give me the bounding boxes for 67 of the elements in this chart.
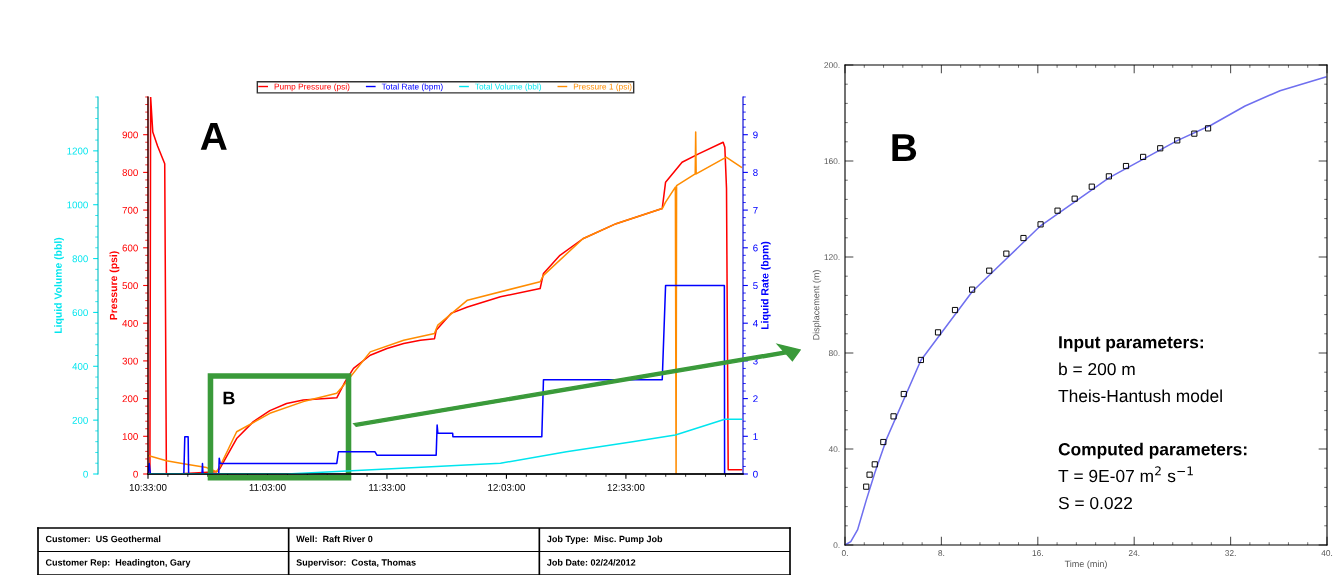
y2-tick-label: 0: [753, 470, 758, 478]
x-tick-label: 10:33:00: [129, 483, 167, 491]
y-tick-label: 80.: [828, 350, 840, 357]
y-tick-label: 40.: [828, 446, 840, 453]
y-tick-label: 200: [122, 395, 138, 403]
legend-label: Pressure 1 (psi): [573, 83, 632, 92]
y-tick-label: 300: [122, 357, 138, 365]
legend-label: Pump Pressure (psi): [274, 83, 350, 92]
annotation: S = 0.022: [1058, 496, 1132, 510]
y-tick-label: 0: [133, 470, 138, 478]
legend-label: Total Volume (bbl): [475, 83, 542, 92]
text: Supervisor: Costa, Thomas: [296, 559, 416, 568]
x-tick-label: 24.: [1128, 550, 1140, 556]
text: Customer Rep: Headington, Gary: [45, 559, 191, 568]
y-tick-label: 400: [122, 319, 138, 327]
y-axis-title: Pressure (psi): [109, 251, 120, 320]
legend-label: Total Rate (bpm): [381, 83, 443, 92]
x-tick-label: 32.: [1225, 550, 1236, 556]
annotation: Input parameters:: [1059, 336, 1204, 352]
x-tick-label: 0.: [841, 550, 848, 556]
y-tick-label: 800: [122, 169, 138, 177]
text: Well: Raft River 0: [296, 535, 373, 543]
x-tick-label: 8.: [938, 550, 945, 556]
y-tick-label: 160.: [824, 158, 840, 165]
annotation: Theis-Hantush model: [1058, 389, 1222, 403]
text: Job Type: Misc. Pump Job: [546, 535, 663, 544]
annotation: B: [892, 134, 917, 161]
y2-tick-label: 9: [753, 131, 758, 139]
y2-tick-label: 7: [753, 206, 758, 214]
y2-axis-title: Liquid Rate (bpm): [760, 241, 771, 330]
y2-tick-label: 2: [753, 395, 758, 403]
y-tick-label: 0.: [833, 542, 840, 549]
text: Customer: US Geothermal: [45, 535, 161, 543]
y3-axis-title: Liquid Volume (bbl): [54, 237, 64, 334]
y-tick-label: 500: [122, 282, 138, 290]
y3-tick-label: 600: [72, 309, 88, 317]
x-axis-title: Time (min): [1064, 560, 1107, 569]
y2-tick-label: 5: [753, 282, 758, 290]
x-tick-label: 11:03:00: [249, 483, 286, 491]
y-tick-label: 600: [122, 244, 138, 252]
y3-tick-label: 0: [83, 470, 88, 478]
x-tick-label: 16.: [1032, 550, 1043, 556]
y3-tick-label: 1200: [67, 147, 88, 155]
y3-tick-label: 400: [72, 363, 88, 370]
x-tick-label: 12:03:00: [488, 483, 525, 491]
y2-tick-label: 6: [753, 244, 758, 252]
y3-tick-label: 200: [72, 416, 88, 424]
annotation: T = 9E-07 m$^{2}$ s$^{−1}$: [1058, 466, 1193, 483]
y-tick-label: 120.: [824, 254, 840, 261]
x-tick-label: 40.: [1321, 550, 1333, 556]
annotation: b = 200 m: [1059, 362, 1135, 376]
y-tick-label: 100: [122, 433, 138, 440]
y-tick-label: 700: [122, 206, 138, 214]
annotation: A: [200, 123, 227, 150]
annotation: Computed parameters:: [1058, 442, 1247, 459]
x-tick-label: 11:33:00: [369, 483, 406, 491]
annotation: B: [223, 391, 235, 405]
y-tick-label: 200.: [824, 62, 840, 69]
y3-tick-label: 800: [72, 255, 88, 263]
x-tick-label: 12:33:00: [607, 483, 645, 491]
text: Job Date: 02/24/2012: [546, 559, 636, 566]
y2-tick-label: 8: [753, 169, 758, 177]
y3-tick-label: 1000: [67, 201, 88, 209]
y2-tick-label: 1: [753, 433, 758, 440]
y2-tick-label: 4: [752, 320, 758, 327]
y-axis-title: Displacement (m): [812, 270, 822, 340]
y-tick-label: 900: [122, 131, 138, 139]
